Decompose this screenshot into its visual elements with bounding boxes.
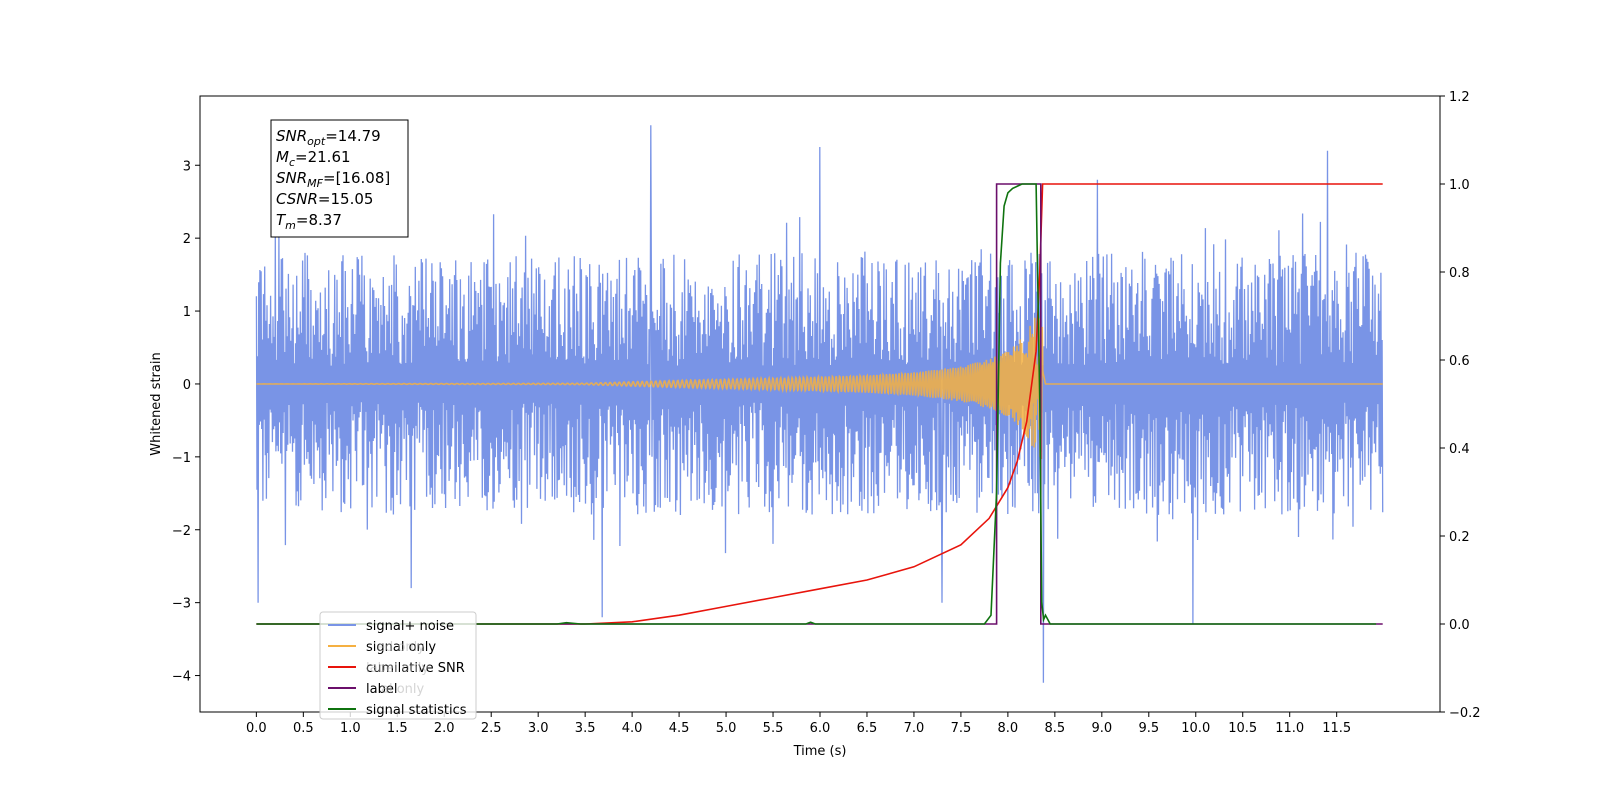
x-tick-label: 5.0 bbox=[716, 721, 737, 736]
y2-tick-label: 0.2 bbox=[1449, 530, 1470, 545]
y-tick-label: 0 bbox=[183, 378, 191, 393]
y2-tick-label: 0.8 bbox=[1449, 266, 1470, 281]
annotation-line: SNRMF=[16.08] bbox=[276, 169, 390, 190]
x-tick-label: 8.0 bbox=[998, 721, 1019, 736]
legend-entry-signal-only-label: signal only bbox=[366, 640, 436, 655]
legend-frame bbox=[319, 611, 477, 720]
x-tick-label: 3.0 bbox=[528, 721, 549, 736]
y-tick-label: −3 bbox=[172, 597, 191, 612]
annotation-lines: SNRopt=14.79Mc=21.61SNRMF=[16.08]CSNR=15… bbox=[276, 127, 390, 232]
y-tick-label: −2 bbox=[172, 524, 191, 539]
y2-tick-label: 1.0 bbox=[1449, 178, 1470, 193]
x-tick-label: 4.0 bbox=[622, 721, 643, 736]
legend-obscured-text: ed only bbox=[377, 640, 425, 655]
x-tick-label: 7.0 bbox=[904, 721, 925, 736]
y-tick-label: 3 bbox=[183, 159, 191, 174]
axis-ticks: 0.0 0.5 1.0 1.5 2.0 2.5 3.0 3.5 4.0 4.5 5.0 5.5 6.0 6… bbox=[172, 90, 1481, 736]
series-signal-only-line bbox=[256, 317, 1383, 460]
annotation-line: CSNR=15.05 bbox=[276, 190, 373, 208]
plot-area bbox=[255, 125, 1384, 683]
x-tick-label: 1.0 bbox=[340, 721, 361, 736]
legend-entry-cumilative-snr-label: cumilative SNR bbox=[366, 661, 465, 676]
legend-obscured-text: al only bbox=[381, 682, 425, 697]
legend-entry-signal-statistics-label: signal statistics bbox=[366, 703, 467, 718]
annotation-frame bbox=[270, 119, 409, 238]
legend-obscured-text: label only bbox=[366, 661, 429, 676]
y2-tick-label: 0.6 bbox=[1449, 354, 1470, 369]
x-tick-label: 3.5 bbox=[575, 721, 596, 736]
x-axis-label: Time (s) bbox=[793, 744, 847, 759]
x-tick-label: 2.0 bbox=[434, 721, 455, 736]
series-signal-statistics-line bbox=[256, 183, 1377, 625]
legend-entry-signal-noise-label: signal+ noise bbox=[366, 619, 454, 634]
y-tick-label: 1 bbox=[183, 305, 191, 320]
x-tick-label: 1.5 bbox=[387, 721, 408, 736]
y-tick-label: −1 bbox=[172, 451, 191, 466]
x-tick-label: 10.5 bbox=[1228, 721, 1257, 736]
y2-tick-label: 0.0 bbox=[1449, 618, 1470, 633]
x-tick-label: 4.5 bbox=[669, 721, 690, 736]
x-tick-label: 8.5 bbox=[1045, 721, 1066, 736]
y-tick-label: −4 bbox=[172, 670, 191, 685]
annotation-line: Mc=21.61 bbox=[276, 148, 351, 169]
series-cumilative-snr-line bbox=[256, 183, 1383, 625]
annotation-line: SNRopt=14.79 bbox=[276, 127, 381, 148]
x-tick-label: 11.0 bbox=[1275, 721, 1304, 736]
x-tick-label: 0.5 bbox=[293, 721, 314, 736]
x-tick-label: 7.5 bbox=[951, 721, 972, 736]
y-axis-label: Whitened strain bbox=[149, 352, 164, 455]
x-tick-label: 10.0 bbox=[1181, 721, 1210, 736]
x-tick-label: 5.5 bbox=[763, 721, 784, 736]
y2-tick-label: −0.2 bbox=[1449, 706, 1481, 721]
y2-tick-label: 1.2 bbox=[1449, 90, 1470, 105]
x-tick-label: 9.5 bbox=[1138, 721, 1159, 736]
series-signal-noise-line bbox=[255, 125, 1384, 683]
x-tick-label: 11.5 bbox=[1322, 721, 1351, 736]
x-tick-label: 6.5 bbox=[857, 721, 878, 736]
y2-tick-label: 0.4 bbox=[1449, 442, 1470, 457]
x-tick-label: 2.5 bbox=[481, 721, 502, 736]
y-tick-label: 2 bbox=[183, 232, 191, 247]
legend-entry-label-label: label bbox=[366, 682, 397, 697]
annotation-box: SNRopt=14.79Mc=21.61SNRMF=[16.08]CSNR=15… bbox=[270, 119, 409, 238]
x-tick-label: 6.0 bbox=[810, 721, 831, 736]
x-tick-label: 0.0 bbox=[246, 721, 267, 736]
annotation-line: Tm=8.37 bbox=[276, 211, 342, 232]
x-tick-label: 9.0 bbox=[1091, 721, 1112, 736]
